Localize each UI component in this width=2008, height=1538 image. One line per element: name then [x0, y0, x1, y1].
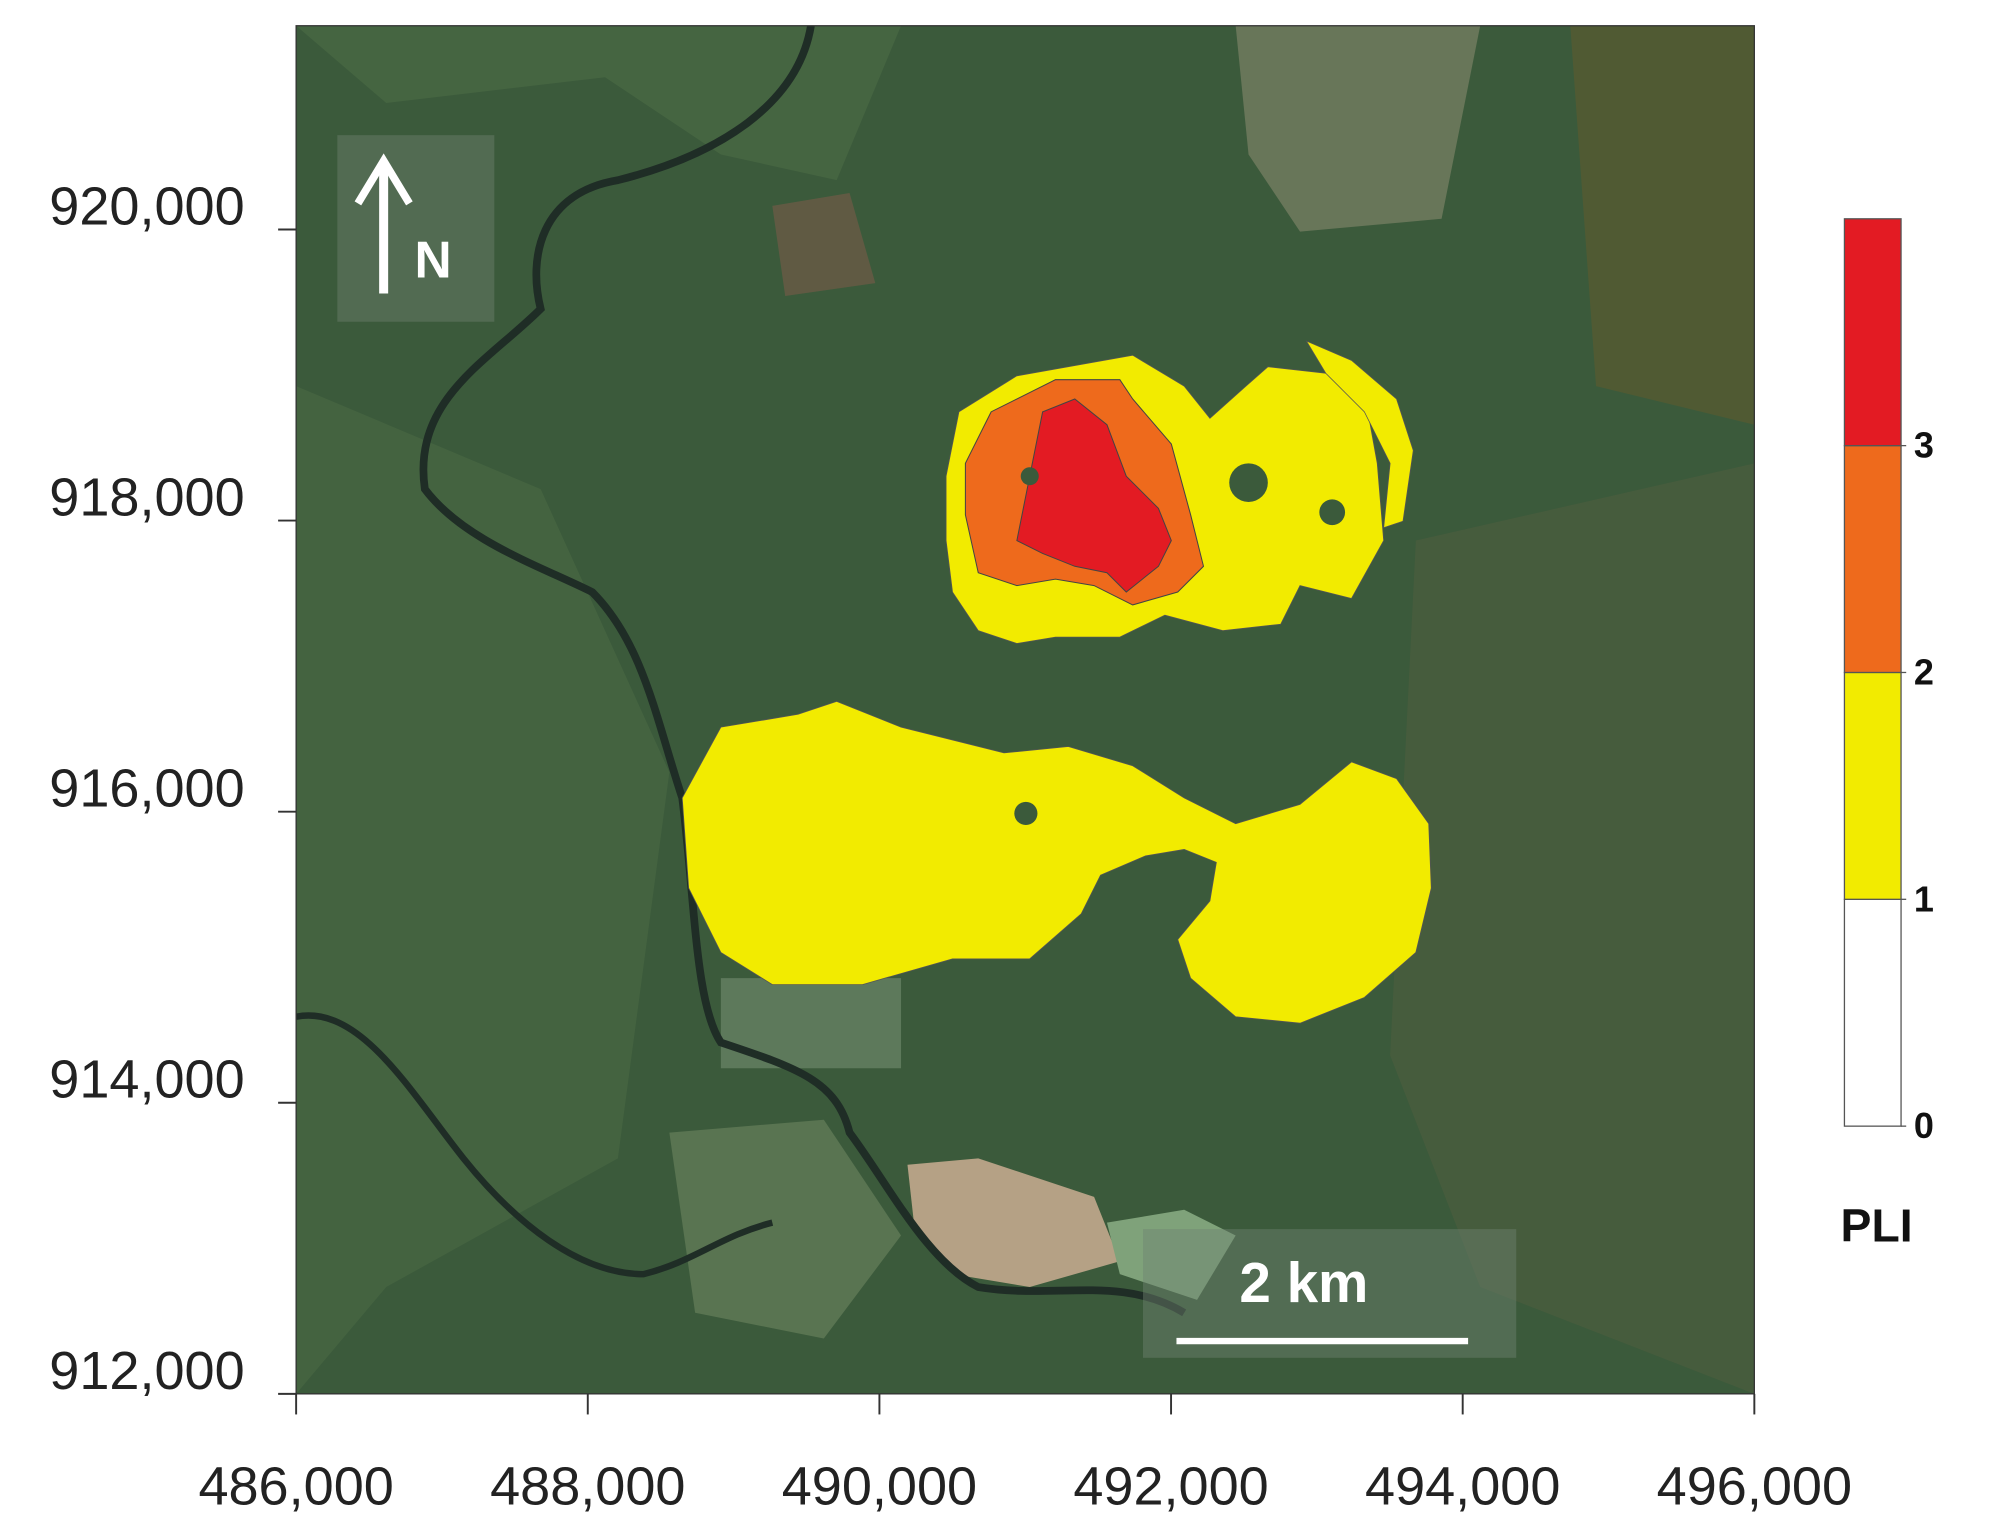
x-tick-label: 496,000 — [1657, 1457, 1852, 1517]
pli-zone — [1305, 340, 1414, 529]
x-tick-label: 494,000 — [1365, 1457, 1560, 1517]
north-arrow-head — [354, 153, 413, 206]
hole — [1319, 499, 1346, 526]
north-label: N — [415, 230, 452, 288]
scale-bar-label: 2 km — [1239, 1251, 1368, 1314]
hole — [1020, 467, 1039, 486]
y-tick-label: 912,000 — [49, 1341, 244, 1401]
x-tick-label: 488,000 — [490, 1457, 685, 1517]
satellite-background — [296, 25, 1755, 1394]
x-tick-label: 492,000 — [1073, 1457, 1268, 1517]
pli-zone — [1016, 398, 1172, 593]
y-tick-label: 916,000 — [49, 759, 244, 819]
map-frame — [295, 25, 1755, 1395]
pli-contours — [681, 340, 1432, 1024]
colorbar-tick-label: 2 — [1914, 652, 1934, 693]
colorbar-segment — [1843, 898, 1902, 1127]
hole — [1229, 463, 1268, 502]
colorbar-segment — [1843, 444, 1902, 674]
north-arrow: N — [354, 153, 452, 294]
y-tick-label: 914,000 — [49, 1050, 244, 1110]
y-tick-label: 920,000 — [49, 176, 244, 236]
x-tick-label: 486,000 — [198, 1457, 393, 1517]
x-tick-label: 490,000 — [782, 1457, 977, 1517]
colorbar-segment — [1843, 671, 1902, 900]
colorbar-tick-label: 1 — [1914, 878, 1934, 919]
y-tick-label: 918,000 — [49, 468, 244, 528]
pli-zone — [681, 701, 1432, 1024]
hole — [1014, 801, 1038, 825]
legend-title: PLI — [1841, 1199, 1913, 1251]
colorbar-segment — [1843, 218, 1902, 447]
colorbar-tick-label: 3 — [1914, 425, 1934, 466]
colorbar-tick-label: 0 — [1914, 1105, 1934, 1146]
